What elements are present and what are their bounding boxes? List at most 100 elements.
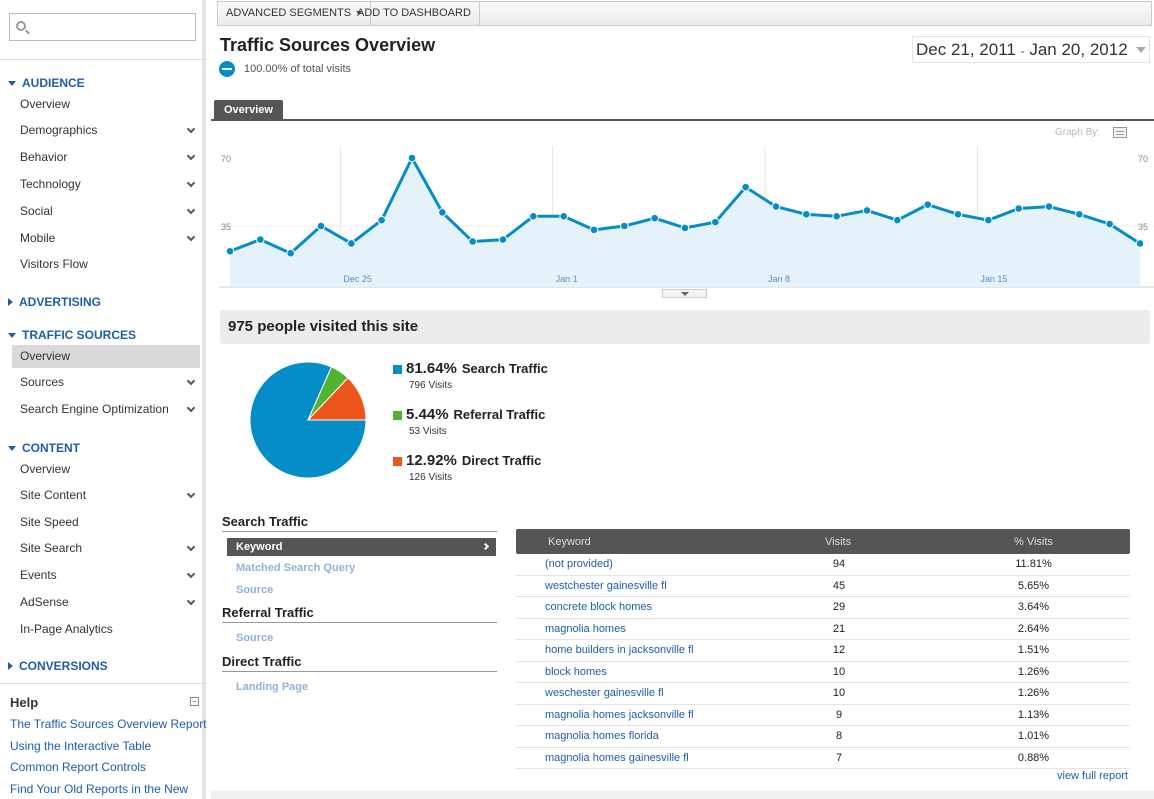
- matched-search-query-link[interactable]: Matched Search Query: [236, 562, 356, 574]
- keyword-link[interactable]: block homes: [545, 665, 607, 678]
- sidebar-item-mobile[interactable]: Mobile: [12, 227, 200, 250]
- pct-visits-cell: 3.64%: [1017, 601, 1050, 613]
- search-input[interactable]: [9, 13, 196, 41]
- data-point[interactable]: [711, 217, 720, 227]
- data-point[interactable]: [741, 182, 750, 192]
- sidebar-item-sources[interactable]: Sources: [12, 371, 200, 394]
- legend-visits: 53 Visits: [409, 426, 447, 437]
- visits-cell: 7: [835, 751, 843, 764]
- data-point[interactable]: [589, 225, 599, 235]
- data-point[interactable]: [953, 210, 963, 219]
- data-point[interactable]: [225, 246, 235, 256]
- sidebar-item-events[interactable]: Events: [12, 564, 200, 587]
- view-full-report-link[interactable]: view full report: [1057, 770, 1128, 782]
- help-link[interactable]: Common Report Controls: [10, 760, 147, 774]
- sidebar-item-in-page-analytics[interactable]: In-Page Analytics: [12, 618, 200, 641]
- legend-swatch: [393, 457, 402, 466]
- chart-resize-handle[interactable]: [662, 289, 707, 298]
- sidebar-item-visitors-flow[interactable]: Visitors Flow: [12, 253, 200, 276]
- sidebar-item-overview[interactable]: Overview: [12, 345, 200, 368]
- referral-source-link[interactable]: Source: [236, 632, 274, 644]
- legend-swatch: [393, 411, 402, 420]
- sidebar-item-social[interactable]: Social: [12, 200, 200, 223]
- keyword-link[interactable]: magnolia homes jacksonville fl: [545, 708, 694, 721]
- keyword-link[interactable]: magnolia homes gainesville fl: [545, 751, 689, 764]
- help-link[interactable]: Using the Interactive Table: [10, 738, 152, 753]
- date-range-picker[interactable]: Dec 21, 2011 - Jan 20, 2012: [912, 36, 1150, 63]
- advanced-segments-button[interactable]: ADVANCED SEGMENTS: [218, 2, 372, 25]
- landing-page-link[interactable]: Landing Page: [236, 681, 309, 693]
- data-point[interactable]: [984, 215, 993, 225]
- nav-section-content[interactable]: CONTENT: [8, 441, 80, 455]
- graph-type-icon[interactable]: [1113, 127, 1127, 138]
- data-point[interactable]: [1135, 239, 1145, 248]
- data-point[interactable]: [347, 239, 356, 248]
- keyword-link[interactable]: magnolia homes: [545, 622, 626, 635]
- help-link[interactable]: The Traffic Sources Overview Report: [10, 717, 207, 731]
- data-point[interactable]: [771, 202, 781, 211]
- data-point[interactable]: [407, 153, 417, 163]
- help-link[interactable]: Find Your Old Reports in the New: [10, 781, 189, 796]
- sidebar-item-search-engine-optimization[interactable]: Search Engine Optimization: [12, 398, 200, 421]
- pct-visits-cell: 1.26%: [1017, 665, 1050, 678]
- column-header-visits[interactable]: Visits: [825, 536, 852, 548]
- data-point[interactable]: [620, 221, 629, 231]
- sidebar-item-label: Site Search: [20, 541, 83, 555]
- nav-section-conversions[interactable]: CONVERSIONS: [8, 659, 108, 673]
- keyword-link[interactable]: home builders in jacksonville fl: [545, 644, 694, 656]
- data-point[interactable]: [862, 206, 872, 215]
- data-point[interactable]: [559, 211, 568, 221]
- data-point[interactable]: [256, 235, 265, 244]
- nav-section-advertising[interactable]: ADVERTISING: [8, 295, 101, 309]
- visits-cell: 94: [832, 558, 846, 570]
- column-header-pct-visits[interactable]: % Visits: [1014, 536, 1053, 548]
- keyword-link[interactable]: (not provided): [545, 558, 613, 570]
- data-point[interactable]: [1105, 219, 1114, 229]
- sidebar-item-behavior[interactable]: Behavior: [12, 146, 200, 169]
- keyword-option[interactable]: Keyword: [227, 538, 496, 556]
- sidebar-item-site-speed[interactable]: Site Speed: [12, 511, 200, 534]
- graph-by-label: Graph By:: [1055, 127, 1101, 138]
- data-point[interactable]: [438, 208, 447, 217]
- column-header-keyword[interactable]: Keyword: [548, 536, 591, 548]
- chevron-down-icon: [186, 569, 196, 579]
- data-point[interactable]: [498, 235, 508, 244]
- tab-overview[interactable]: Overview: [214, 100, 283, 120]
- sidebar-item-demographics[interactable]: Demographics: [12, 119, 200, 142]
- data-point[interactable]: [650, 213, 659, 223]
- keyword-link[interactable]: weschester gainesville fl: [545, 687, 664, 699]
- keyword-link[interactable]: magnolia homes florida: [545, 730, 659, 742]
- data-point[interactable]: [1044, 202, 1054, 211]
- nav-section-traffic-sources[interactable]: TRAFFIC SOURCES: [8, 328, 136, 342]
- chevron-down-icon: [1136, 47, 1146, 53]
- data-point[interactable]: [316, 221, 326, 231]
- table-body: (not provided) 94 11.81% westchester gaines…: [516, 554, 1130, 769]
- keyword-link[interactable]: westchester gainesville fl: [545, 579, 667, 592]
- pct-visits-cell: 0.88%: [1017, 751, 1050, 764]
- sidebar-item-adsense[interactable]: AdSense: [12, 591, 200, 614]
- pie-slice-direct-traffic[interactable]: [306, 377, 367, 421]
- help-collapse-icon[interactable]: −: [190, 697, 199, 706]
- data-point[interactable]: [1075, 210, 1084, 219]
- sidebar-item-site-search[interactable]: Site Search: [12, 537, 200, 560]
- sidebar-item-technology[interactable]: Technology: [12, 173, 200, 196]
- data-point[interactable]: [832, 211, 841, 221]
- nav-section-audience[interactable]: AUDIENCE: [8, 76, 85, 90]
- pct-visits-cell: 1.13%: [1017, 708, 1050, 721]
- sidebar-item-overview[interactable]: Overview: [12, 458, 200, 481]
- data-point[interactable]: [286, 248, 295, 258]
- add-to-dashboard-button[interactable]: ADD TO DASHBOARD: [349, 2, 480, 25]
- data-point[interactable]: [923, 200, 932, 209]
- keyword-link[interactable]: concrete block homes: [545, 601, 652, 613]
- data-point[interactable]: [529, 211, 538, 221]
- data-point[interactable]: [468, 237, 477, 246]
- search-source-link[interactable]: Source: [236, 584, 274, 596]
- series-area: [230, 158, 1140, 287]
- sidebar-item-overview[interactable]: Overview: [12, 93, 200, 116]
- data-point[interactable]: [377, 215, 386, 225]
- data-point[interactable]: [1014, 204, 1023, 213]
- sidebar-item-site-content[interactable]: Site Content: [12, 484, 200, 507]
- data-point[interactable]: [802, 210, 811, 219]
- data-point[interactable]: [893, 215, 902, 225]
- data-point[interactable]: [680, 223, 690, 233]
